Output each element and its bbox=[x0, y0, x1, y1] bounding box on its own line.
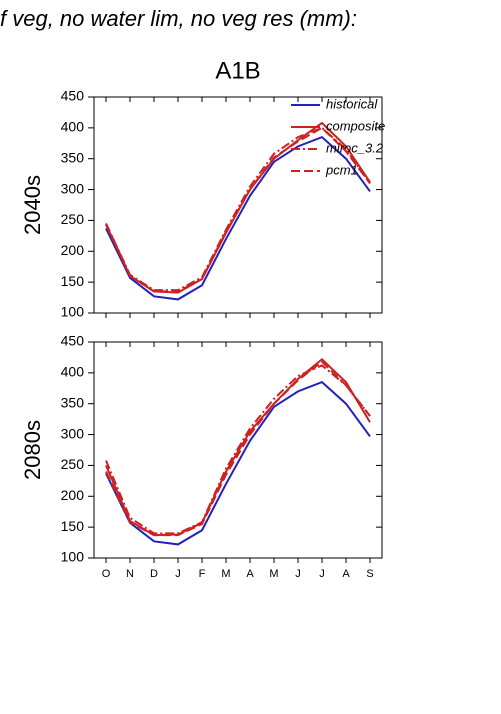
x-tick-label: A bbox=[246, 568, 254, 580]
chart-subtitle: A1B bbox=[215, 57, 260, 84]
y-tick-label: 250 bbox=[61, 456, 85, 472]
x-tick-label: N bbox=[126, 568, 134, 580]
x-tick-label: J bbox=[319, 568, 325, 580]
y-tick-label: 350 bbox=[61, 394, 85, 410]
plot-frame bbox=[93, 341, 383, 559]
y-tick-label: 350 bbox=[61, 149, 85, 165]
data-line bbox=[105, 126, 371, 293]
y-tick-label: 300 bbox=[61, 180, 85, 196]
legend-label: pcm1 bbox=[325, 162, 358, 177]
y-tick-label: 200 bbox=[61, 487, 85, 503]
legend-label: historical bbox=[326, 96, 378, 111]
plot-frame bbox=[93, 96, 383, 314]
data-line bbox=[105, 380, 371, 546]
x-tick-label: A bbox=[342, 568, 350, 580]
y-tick-label: 300 bbox=[61, 425, 85, 441]
y-tick-label: 250 bbox=[61, 211, 85, 227]
y-tick-label: 100 bbox=[61, 549, 85, 565]
y-tick-label: 100 bbox=[61, 304, 85, 320]
y-tick-label: 400 bbox=[61, 364, 85, 380]
x-tick-label: F bbox=[199, 568, 206, 580]
x-tick-label: J bbox=[175, 568, 181, 580]
data-line bbox=[105, 135, 371, 301]
x-tick-label: O bbox=[102, 568, 111, 580]
chart-title: f veg, no water lim, no veg res (mm): bbox=[0, 6, 357, 31]
legend-label: composite bbox=[326, 118, 385, 133]
x-tick-label: J bbox=[295, 568, 301, 580]
data-line bbox=[105, 126, 371, 292]
y-tick-label: 400 bbox=[61, 119, 85, 135]
y-tick-label: 450 bbox=[61, 88, 85, 104]
y-axis-label: 2080s bbox=[20, 420, 45, 480]
x-tick-label: S bbox=[366, 568, 373, 580]
x-tick-label: M bbox=[221, 568, 230, 580]
y-tick-label: 200 bbox=[61, 242, 85, 258]
y-tick-label: 150 bbox=[61, 518, 85, 534]
x-tick-label: D bbox=[150, 568, 158, 580]
x-tick-label: M bbox=[269, 568, 278, 580]
y-tick-label: 450 bbox=[61, 333, 85, 349]
y-axis-label: 2040s bbox=[20, 175, 45, 235]
legend-label: miroc_3.2 bbox=[326, 140, 384, 155]
data-line bbox=[105, 360, 371, 537]
data-line bbox=[105, 364, 371, 535]
y-tick-label: 150 bbox=[61, 273, 85, 289]
